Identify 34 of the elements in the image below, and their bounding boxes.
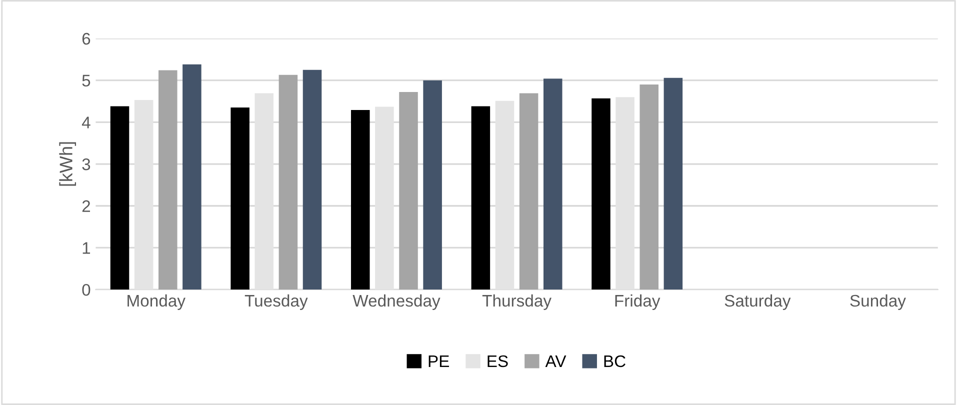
bar [423, 80, 442, 290]
bar [640, 84, 659, 290]
bar [110, 106, 130, 290]
x-tick-label: Wednesday [352, 294, 440, 310]
bar [664, 78, 683, 290]
y-tick-label: 0 [82, 284, 90, 296]
bar [182, 64, 202, 290]
bar [158, 70, 178, 290]
y-tick-label: 2 [82, 200, 90, 212]
y-tick-label: 5 [82, 74, 90, 87]
x-tick-label: Saturday [724, 294, 791, 310]
y-tick-label: 1 [82, 242, 90, 254]
x-tick-label: Tuesday [244, 294, 308, 310]
bar [592, 98, 610, 290]
x-tick-label: Monday [128, 294, 186, 310]
x-tick-label: Sunday [850, 294, 906, 310]
bar [302, 70, 322, 290]
bar [399, 92, 418, 290]
y-tick-label: 6 [82, 32, 90, 45]
bar [230, 108, 250, 290]
legend-label: ES [488, 355, 508, 368]
bar [471, 106, 490, 290]
y-tick-label: 4 [82, 116, 90, 128]
legend-label: AV [545, 355, 566, 367]
bar [278, 74, 298, 290]
y-axis-title: [kWh] [59, 142, 76, 186]
x-tick-label: Thursday [482, 294, 552, 310]
y-tick-label: 3 [82, 158, 90, 170]
bar [543, 78, 562, 290]
bar [519, 93, 538, 290]
x-tick-label: Friday [615, 294, 660, 310]
bar [350, 110, 370, 290]
legend-label: BC [604, 355, 626, 368]
legend-label: PE [428, 355, 449, 367]
